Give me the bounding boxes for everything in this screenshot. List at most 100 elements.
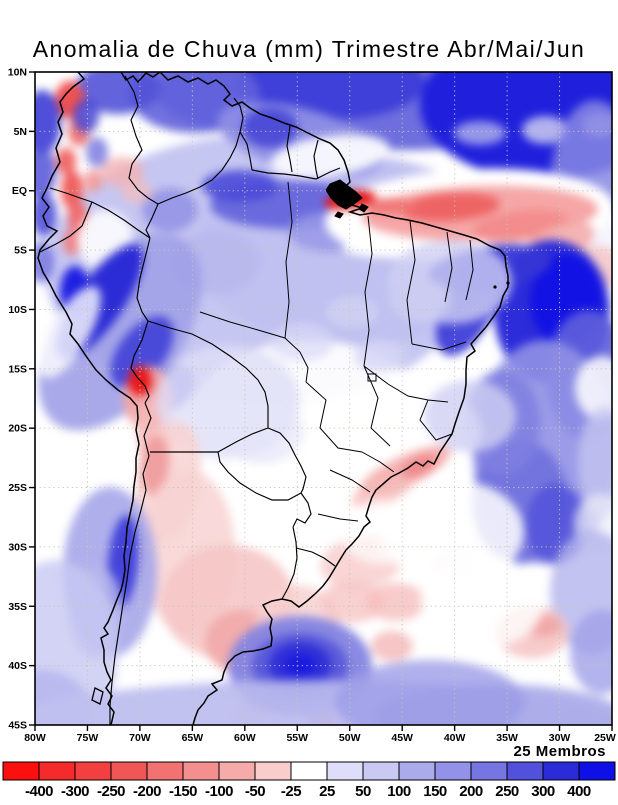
lon-tick-label: 45W — [391, 732, 413, 744]
colorbar-label: 300 — [531, 783, 555, 800]
lon-tick-label: 50W — [339, 732, 361, 744]
lon-tick-label: 40W — [444, 732, 466, 744]
anomaly-blob — [142, 188, 198, 232]
anomaly-blob — [84, 170, 102, 192]
anomaly-blob — [366, 583, 426, 621]
anomaly-blob — [76, 72, 160, 114]
anomaly-blob — [364, 198, 416, 214]
island-dot — [493, 285, 497, 289]
anomaly-blob — [424, 380, 516, 452]
anomaly-blob — [400, 192, 500, 222]
chart-title: Anomalia de Chuva (mm) Trimestre Abr/Mai… — [33, 36, 585, 62]
anomaly-blob — [420, 555, 544, 649]
colorbar-label: -25 — [281, 783, 301, 800]
country-borders — [39, 75, 341, 725]
colorbar-label: -100 — [205, 783, 233, 800]
anomaly-blob — [35, 193, 57, 237]
colorbar-label: 25 — [319, 783, 335, 800]
lon-tick-label: 75W — [77, 732, 99, 744]
anomaly-blob — [38, 233, 202, 431]
coastline-pacific — [37, 72, 140, 725]
island-dot — [506, 281, 510, 285]
colorbar-segment — [542, 761, 580, 781]
anomaly-blob — [371, 631, 413, 661]
colorbar-segment — [146, 761, 184, 781]
colorbar-segment — [110, 761, 148, 781]
lon-tick-label: 60W — [234, 732, 256, 744]
anomaly-blob — [326, 296, 378, 328]
lat-tick-label: 15S — [8, 363, 27, 375]
anomaly-blob — [454, 121, 506, 145]
anomaly-blob — [242, 108, 298, 148]
lon-tick-label: 55W — [286, 732, 308, 744]
colorbar: -400 -300 -250 -200 -150 -100 -50 -25 25 50 100 150… — [2, 761, 616, 800]
lat-tick-label: 10S — [8, 304, 27, 316]
anomaly-blob — [388, 278, 452, 322]
anomaly-blob — [100, 157, 144, 187]
anomaly-blob — [340, 500, 424, 564]
anomaly-blob — [35, 146, 56, 198]
lat-tick-label: 35S — [8, 601, 27, 613]
anomaly-blob — [110, 316, 174, 388]
anomaly-field — [35, 72, 612, 725]
colorbar-label: -400 — [25, 783, 53, 800]
colorbar-segment — [254, 761, 292, 781]
anomaly-blob — [86, 137, 108, 167]
anomaly-blob — [202, 170, 278, 202]
colorbar-label: -200 — [133, 783, 161, 800]
lon-tick-label: 80W — [24, 732, 46, 744]
lon-tick-label: 25W — [594, 732, 616, 744]
anomaly-blob — [73, 99, 99, 133]
colorbar-label: 150 — [423, 783, 447, 800]
lat-tick-label: 10N — [8, 67, 27, 79]
lat-tick-label: 45S — [8, 720, 27, 732]
lat-tick-label: EQ — [12, 185, 27, 197]
colorbar-segment — [2, 761, 40, 781]
colorbar-segment — [74, 761, 112, 781]
colorbar-segment — [218, 761, 256, 781]
colorbar-label: -150 — [169, 783, 197, 800]
colorbar-label: -50 — [245, 783, 265, 800]
lat-tick-label: 20S — [8, 423, 27, 435]
lon-tick-label: 70W — [129, 732, 151, 744]
lat-tick-label: 5N — [14, 126, 27, 138]
colorbar-segment — [434, 761, 472, 781]
colorbar-label: 250 — [495, 783, 519, 800]
anomaly-blob — [35, 690, 270, 725]
coastline-atlantic — [120, 72, 509, 725]
lat-tick-label: 25S — [8, 482, 27, 494]
lat-tick-label: 30S — [8, 541, 27, 553]
anomaly-blob — [351, 475, 413, 509]
colorbar-segment — [326, 761, 364, 781]
state-borders — [199, 181, 474, 522]
lat-tick-label: 40S — [8, 660, 27, 672]
chiloe-island — [91, 687, 104, 705]
colorbar-segment — [470, 761, 508, 781]
anomaly-blob — [56, 148, 76, 174]
longitude-axis: 80W 75W 70W 65W 60W 55W 50W 45W 40W 35W 30W 25W — [24, 725, 616, 744]
colorbar-segment — [290, 761, 328, 781]
colorbar-label: -300 — [61, 783, 89, 800]
anomaly-blob — [575, 356, 612, 420]
anomaly-blob — [61, 170, 83, 210]
anomaly-blob — [270, 134, 390, 178]
colorbar-label: -250 — [97, 783, 125, 800]
colorbar-segment — [398, 761, 436, 781]
members-label: 25 Membros — [513, 743, 606, 760]
colorbar-label: 50 — [355, 783, 371, 800]
lon-tick-label: 30W — [549, 732, 571, 744]
anomaly-blob — [354, 340, 406, 372]
anomaly-blob — [320, 581, 384, 623]
colorbar-label: 400 — [567, 783, 591, 800]
colorbar-segment — [38, 761, 76, 781]
anomaly-blob — [220, 400, 304, 464]
colorbar-segment — [182, 761, 220, 781]
lon-tick-label: 35W — [496, 732, 518, 744]
amazon-delta — [325, 179, 369, 219]
anomaly-blob — [570, 610, 612, 694]
anomaly-blob — [63, 229, 81, 255]
colorbar-label: 200 — [459, 783, 483, 800]
anomaly-blob — [578, 407, 612, 517]
lat-tick-label: 5S — [14, 245, 27, 257]
colorbar-segment — [578, 761, 616, 781]
